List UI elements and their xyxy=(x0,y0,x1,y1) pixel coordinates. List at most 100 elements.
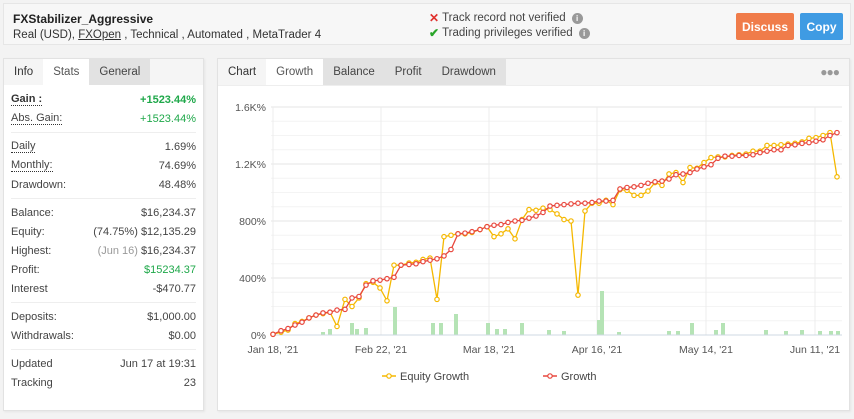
data-point[interactable] xyxy=(708,161,714,168)
data-point[interactable] xyxy=(673,171,679,178)
data-point[interactable] xyxy=(278,327,284,334)
monthly-label[interactable]: Monthly: xyxy=(11,159,53,172)
data-point[interactable] xyxy=(834,129,840,136)
data-point[interactable] xyxy=(554,202,560,209)
data-point[interactable] xyxy=(313,312,319,318)
data-point[interactable] xyxy=(764,142,770,149)
data-point[interactable] xyxy=(420,258,426,265)
data-point[interactable] xyxy=(820,136,826,143)
data-point[interactable] xyxy=(764,148,770,154)
data-point[interactable] xyxy=(680,171,686,177)
data-point[interactable] xyxy=(356,293,362,300)
data-point[interactable] xyxy=(498,221,504,228)
data-point[interactable] xyxy=(750,151,756,158)
data-point[interactable] xyxy=(652,179,658,185)
data-point[interactable] xyxy=(448,232,454,239)
data-point[interactable] xyxy=(575,292,581,298)
data-point[interactable] xyxy=(631,192,637,199)
data-point[interactable] xyxy=(743,152,749,159)
data-point[interactable] xyxy=(568,201,574,207)
data-point[interactable] xyxy=(384,275,390,282)
data-point[interactable] xyxy=(554,211,560,217)
data-point[interactable] xyxy=(370,278,376,284)
data-point[interactable] xyxy=(806,139,812,146)
data-point[interactable] xyxy=(799,140,805,147)
data-point[interactable] xyxy=(680,179,686,186)
data-point[interactable] xyxy=(334,323,340,330)
data-point[interactable] xyxy=(491,233,497,240)
data-point[interactable] xyxy=(320,310,326,316)
data-point[interactable] xyxy=(603,198,609,204)
data-point[interactable] xyxy=(285,325,291,332)
data-point[interactable] xyxy=(666,171,672,177)
tab-general[interactable]: General xyxy=(89,59,151,85)
data-point[interactable] xyxy=(834,174,840,180)
gain-label[interactable]: Gain : xyxy=(11,93,43,106)
data-point[interactable] xyxy=(694,166,700,172)
data-point[interactable] xyxy=(729,153,735,159)
data-point[interactable] xyxy=(469,228,475,235)
data-point[interactable] xyxy=(582,200,588,206)
data-point[interactable] xyxy=(701,164,707,170)
data-point[interactable] xyxy=(624,184,630,191)
data-point[interactable] xyxy=(757,149,763,156)
data-point[interactable] xyxy=(363,282,369,288)
data-point[interactable] xyxy=(792,141,798,148)
data-point[interactable] xyxy=(638,182,644,189)
data-point[interactable] xyxy=(448,246,454,253)
data-point[interactable] xyxy=(778,146,784,153)
data-point[interactable] xyxy=(462,230,468,236)
data-point[interactable] xyxy=(334,307,340,313)
data-point[interactable] xyxy=(715,155,721,162)
abs-gain-label[interactable]: Abs. Gain: xyxy=(11,112,63,125)
data-point[interactable] xyxy=(596,198,602,204)
legend-equity-growth[interactable]: Equity Growth xyxy=(382,371,469,383)
tab-profit[interactable]: Profit xyxy=(384,59,432,85)
data-point[interactable] xyxy=(299,319,305,325)
data-point[interactable] xyxy=(342,296,348,303)
data-point[interactable] xyxy=(526,206,532,213)
data-point[interactable] xyxy=(778,141,784,148)
discuss-button[interactable]: Discuss xyxy=(736,13,794,40)
data-point[interactable] xyxy=(434,296,440,303)
data-point[interactable] xyxy=(533,207,539,214)
data-point[interactable] xyxy=(441,253,447,259)
data-point[interactable] xyxy=(306,315,312,321)
data-point[interactable] xyxy=(441,233,447,240)
data-point[interactable] xyxy=(568,218,574,224)
data-point[interactable] xyxy=(477,226,483,233)
data-point[interactable] xyxy=(398,262,404,268)
data-point[interactable] xyxy=(512,236,518,242)
data-point[interactable] xyxy=(575,200,581,206)
tab-growth[interactable]: Growth xyxy=(266,59,324,85)
daily-label[interactable]: Daily xyxy=(11,140,36,153)
more-dots-icon[interactable]: ●●● xyxy=(820,65,840,79)
data-point[interactable] xyxy=(327,309,333,316)
tab-drawdown[interactable]: Drawdown xyxy=(431,59,506,85)
data-point[interactable] xyxy=(391,274,397,281)
info-icon[interactable]: i xyxy=(578,27,590,39)
data-point[interactable] xyxy=(659,178,665,184)
info-icon[interactable]: i xyxy=(571,12,583,24)
data-point[interactable] xyxy=(666,176,672,182)
data-point[interactable] xyxy=(533,213,539,219)
data-point[interactable] xyxy=(270,331,276,338)
broker-link[interactable]: FXOpen xyxy=(78,29,122,41)
data-point[interactable] xyxy=(708,154,714,161)
tab-chart[interactable]: Chart xyxy=(228,66,257,78)
data-point[interactable] xyxy=(391,262,397,268)
data-point[interactable] xyxy=(427,257,433,263)
data-point[interactable] xyxy=(547,203,553,209)
data-point[interactable] xyxy=(484,223,490,230)
data-point[interactable] xyxy=(413,260,419,267)
data-point[interactable] xyxy=(505,226,511,232)
data-point[interactable] xyxy=(519,217,525,224)
tab-stats[interactable]: Stats xyxy=(43,59,90,85)
data-point[interactable] xyxy=(771,146,777,153)
data-point[interactable] xyxy=(292,322,298,328)
data-point[interactable] xyxy=(645,188,651,194)
data-point[interactable] xyxy=(645,180,651,187)
data-point[interactable] xyxy=(455,231,461,237)
copy-button[interactable]: Copy xyxy=(800,13,843,40)
data-point[interactable] xyxy=(687,164,693,171)
